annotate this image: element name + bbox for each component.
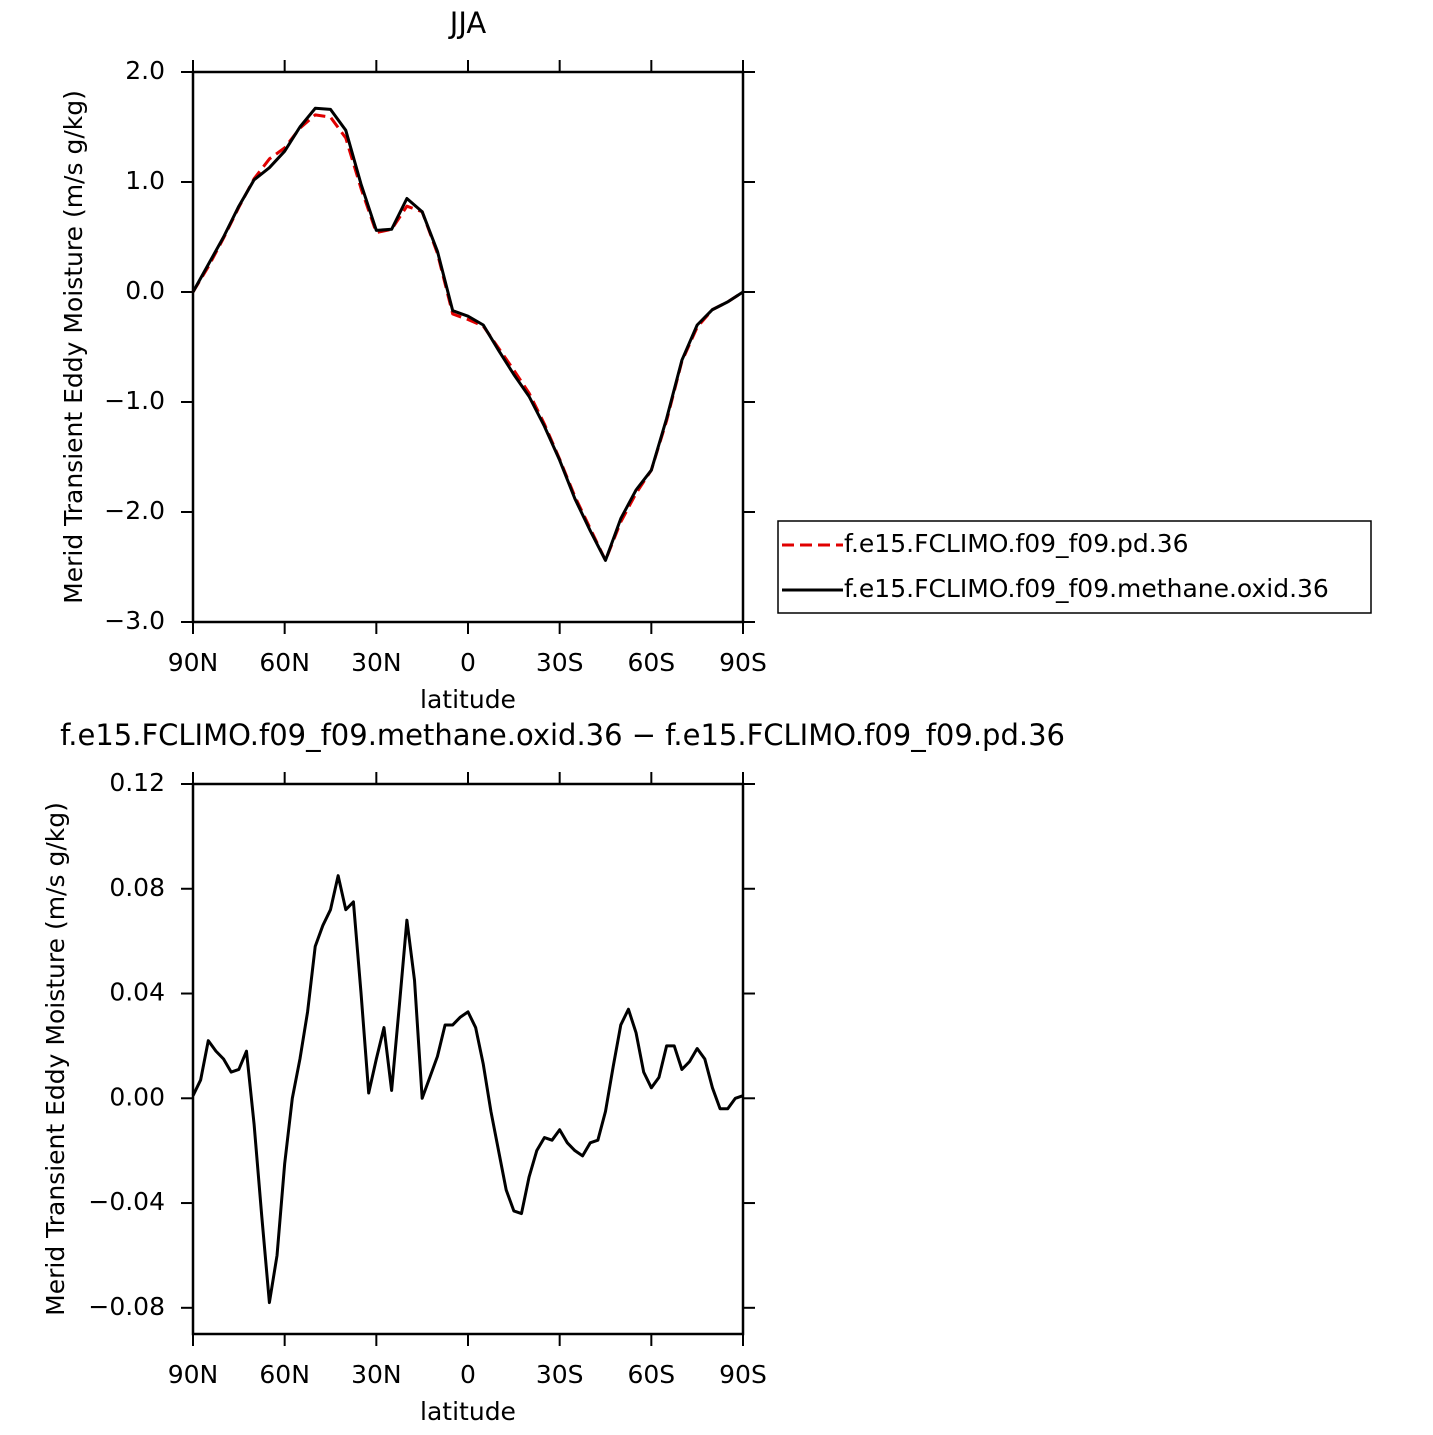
x-tick-label: 60N	[259, 648, 310, 677]
x-tick-label: 60S	[627, 1360, 675, 1389]
legend-label: f.e15.FCLIMO.f09_f09.methane.oxid.36	[844, 574, 1329, 603]
y-tick-label: −3.0	[104, 606, 165, 635]
y-tick-label: 0.04	[109, 978, 165, 1007]
x-tick-label: 60S	[627, 648, 675, 677]
y-tick-label: 1.0	[125, 166, 165, 195]
x-axis-label: latitude	[420, 685, 516, 714]
x-tick-label: 30S	[536, 1360, 584, 1389]
chart-title: JJA	[448, 6, 487, 40]
y-axis-label: Merid Transient Eddy Moisture (m/s g/kg)	[41, 802, 70, 1316]
x-tick-label: 30S	[536, 648, 584, 677]
legend-box	[777, 520, 1372, 614]
y-tick-label: −2.0	[104, 496, 165, 525]
x-tick-label: 90S	[719, 648, 767, 677]
y-axis-label: Merid Transient Eddy Moisture (m/s g/kg)	[59, 90, 88, 604]
chart-title: f.e15.FCLIMO.f09_f09.methane.oxid.36 − f…	[60, 718, 1065, 752]
plot-frame	[191, 782, 745, 1336]
x-tick-label: 30N	[351, 648, 402, 677]
y-tick-label: 0.0	[125, 276, 165, 305]
y-tick-label: 2.0	[125, 56, 165, 85]
y-tick-label: 0.08	[109, 873, 165, 902]
x-tick-label: 30N	[351, 1360, 402, 1389]
data-line	[191, 874, 744, 1305]
plot-frame	[191, 70, 745, 624]
y-tick-label: −0.08	[88, 1292, 165, 1321]
x-tick-label: 90N	[168, 1360, 219, 1389]
x-tick-label: 90S	[719, 1360, 767, 1389]
x-axis-label: latitude	[420, 1397, 516, 1426]
y-tick-label: 0.00	[109, 1082, 165, 1111]
y-tick-label: −1.0	[104, 386, 165, 415]
y-tick-label: −0.04	[88, 1187, 165, 1216]
legend-label: f.e15.FCLIMO.f09_f09.pd.36	[844, 529, 1189, 558]
y-tick-label: 0.12	[109, 768, 165, 797]
x-tick-label: 60N	[259, 1360, 310, 1389]
data-line	[191, 113, 744, 562]
x-tick-label: 90N	[168, 648, 219, 677]
data-line	[191, 106, 744, 562]
x-tick-label: 0	[460, 648, 476, 677]
x-tick-label: 0	[460, 1360, 476, 1389]
